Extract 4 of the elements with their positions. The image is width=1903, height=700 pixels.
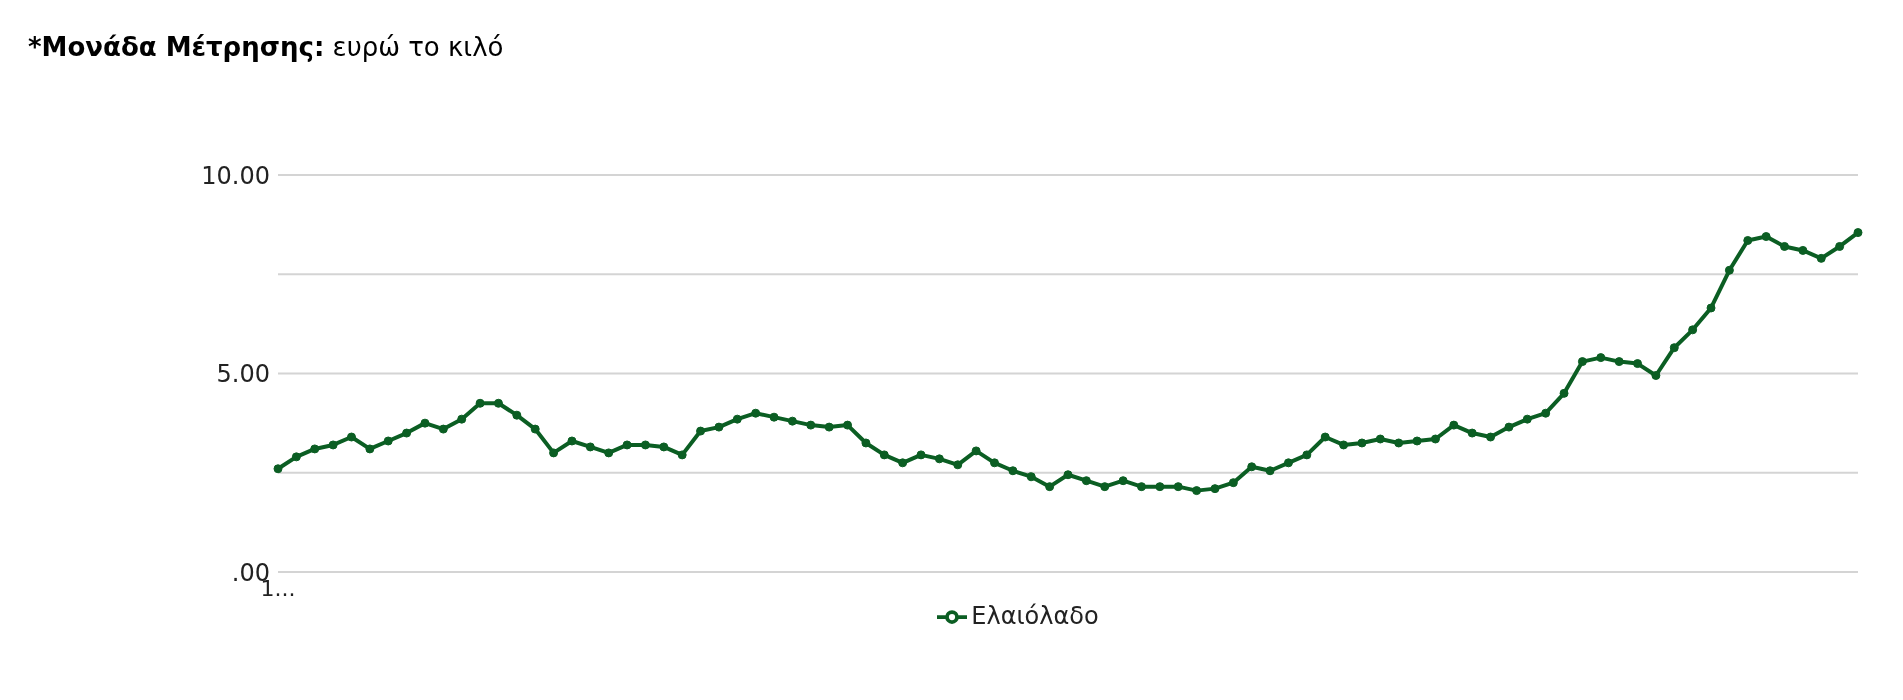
chart-title: *Μονάδα Μέτρησης: ευρώ το κιλό bbox=[28, 32, 505, 64]
y-tick-label: 5.00 bbox=[216, 360, 270, 389]
legend-label: Ελαιόλαδο bbox=[971, 602, 1099, 630]
y-tick-label: 10.00 bbox=[201, 161, 270, 190]
